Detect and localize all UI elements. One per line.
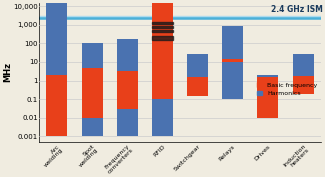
Bar	[39, 16, 321, 18]
Bar	[257, 77, 279, 118]
Bar	[152, 0, 173, 136]
Legend: Basic frequency, Harmonics: Basic frequency, Harmonics	[257, 82, 318, 96]
Text: 2.4 GHz ISM: 2.4 GHz ISM	[270, 5, 322, 14]
Bar	[46, 75, 68, 136]
Bar	[117, 71, 138, 109]
Bar	[222, 27, 243, 99]
Y-axis label: MHz: MHz	[3, 62, 12, 82]
Bar	[152, 22, 173, 24]
Bar	[82, 43, 103, 136]
Bar	[222, 59, 243, 62]
Bar	[292, 55, 314, 94]
Bar	[187, 54, 208, 96]
Bar	[152, 25, 173, 28]
Bar	[152, 1, 173, 99]
Bar	[46, 0, 68, 136]
Bar	[257, 75, 279, 118]
Bar	[117, 39, 138, 136]
Bar	[187, 77, 208, 96]
Bar	[152, 30, 173, 32]
Bar	[82, 68, 103, 118]
Bar	[152, 36, 173, 40]
Bar	[292, 76, 314, 94]
